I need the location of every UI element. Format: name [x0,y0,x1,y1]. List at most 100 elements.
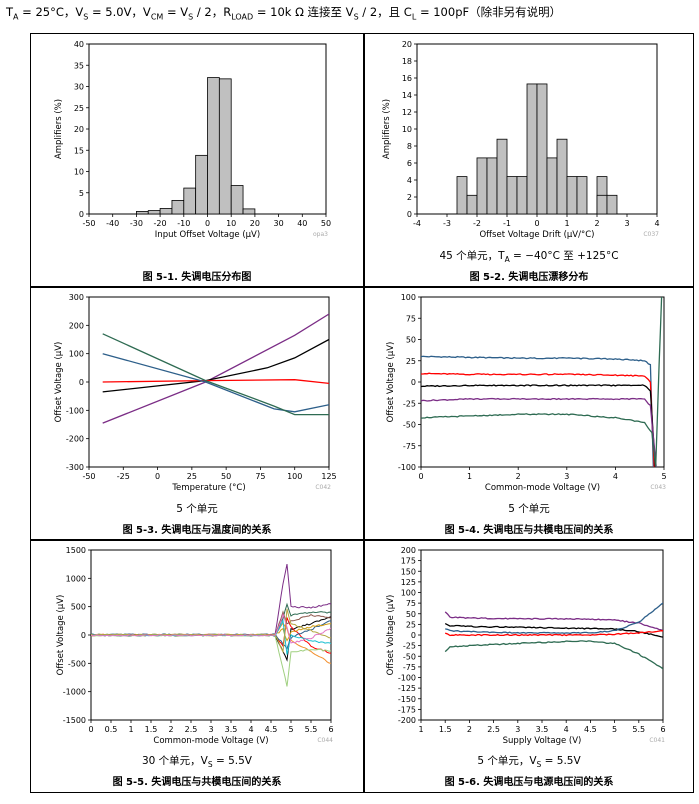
y-tick-label: 2 [407,193,412,202]
x-tick-label: -25 [117,472,130,481]
y-tick-label: -200 [398,716,416,725]
offset-voltage-distribution-chart: 0 5 10 15 20 25 30 35 40 -50 -40 -30 -20 -10 0 10 20 30 40… [54,40,331,240]
series-line [91,610,331,637]
histogram-bar [242,208,256,215]
figure-code: opa3 [313,231,328,238]
histogram-bar [183,187,197,215]
series-line [102,379,329,385]
histogram-bar [476,157,488,215]
x-tick-label: -20 [154,219,167,228]
y-tick-label: 200 [401,546,416,555]
x-tick-label: 125 [321,472,336,481]
x-tick-label: 25 [187,472,197,481]
y-tick-label: -25 [403,399,416,408]
x-tick-label: -10 [177,219,190,228]
x-tick-label: 5.5 [305,725,318,734]
figure-note: 5 个单元 [176,503,218,515]
y-axis-label: Amplifiers (%) [54,99,64,159]
y-tick-label: 20 [402,40,412,49]
x-tick-label: 75 [255,472,265,481]
histogram-bar [218,78,232,215]
x-tick-label: 4.5 [584,725,597,734]
histogram-bar [496,138,508,215]
figure-panel-6: -200 -175 -150 -125 -100 -75 -50 -25 0 25 50 75 100 1… [364,540,694,793]
offset-vs-common-mode-chart: -100 -75 -50 -25 0 25 50 75 100 0 1 2 3 4 5 Common-mode… [386,293,667,493]
figure-caption: 图 5-4. 失调电压与共模电压间的关系 [444,525,614,536]
series-line [421,397,657,467]
y-tick-label: 0 [407,210,412,219]
x-tick-label: 0 [155,472,160,481]
y-axis-label: Offset Voltage (µV) [56,595,66,676]
x-tick-label: 3 [624,219,629,228]
histogram-bar [506,176,518,215]
x-tick-label: 2.5 [185,725,198,734]
y-axis-label: Amplifiers (%) [382,99,392,159]
series-line [91,612,331,644]
y-tick-label: 0 [79,210,84,219]
histogram-bar [606,194,618,215]
figure-note: 45 个单元，TA = −40°C 至 +125°C [439,250,619,265]
y-tick-label: 10 [74,168,84,177]
histogram-bar [546,157,558,215]
x-axis-label: Input Offset Voltage (µV) [155,230,260,240]
y-tick-label: 35 [74,61,84,70]
series-line [91,623,331,642]
series-line [91,616,331,662]
y-tick-label: 14 [402,91,412,100]
y-tick-label: 6 [407,159,412,168]
x-tick-label: 1.5 [439,725,452,734]
figure-panel-2: 0 2 4 6 8 10 12 14 16 18 20 -4 -3 -2 -1 0 1 2 3 4 Offset Vol… [364,33,694,287]
histogram-bar [159,208,173,215]
series-line [445,602,663,635]
figure-code: C042 [315,484,331,491]
x-tick-label: 3 [564,472,569,481]
y-tick-label: 25 [406,357,416,366]
x-tick-label: 4 [248,725,253,734]
series-line [444,640,663,670]
series-line [102,313,329,424]
x-tick-label: 0 [88,725,93,734]
histogram-bar [556,138,568,215]
x-tick-label: 3.5 [536,725,549,734]
x-tick-label: 0 [534,219,539,228]
histogram-bar [536,83,548,215]
offset-vs-temperature-chart: -300 -200 -100 0 100 200 300 -50 -25 0 25 50 75 100 12… [54,293,337,493]
series-line [91,618,331,655]
histogram-bar [566,176,578,215]
x-axis-label: Supply Voltage (V) [503,736,582,746]
y-tick-label: -50 [403,421,416,430]
histogram-bar [195,154,208,215]
x-tick-label: 20 [250,219,260,228]
x-tick-label: 4 [613,472,618,481]
series-line [421,355,654,467]
x-tick-label: 0.5 [105,725,118,734]
offset-vs-common-mode-30-units-chart: -1500 -1000 -500 0 500 1000 1500 0 0.5 1 1.5 2 2.5 3 3… [56,546,334,746]
x-tick-label: -30 [130,219,143,228]
y-tick-label: 0 [411,378,416,387]
x-tick-label: 100 [287,472,302,481]
figure-caption: 图 5-3. 失调电压与温度间的关系 [122,525,272,536]
y-tick-label: 15 [74,146,84,155]
histogram-bar [147,210,161,215]
y-tick-label: -100 [398,674,416,683]
x-tick-label: 1.5 [145,725,158,734]
x-tick-label: 4.5 [265,725,278,734]
histogram-bar [486,157,498,215]
x-tick-label: 3.5 [225,725,238,734]
y-tick-label: -175 [398,705,416,714]
x-tick-label: 40 [297,219,307,228]
figure-caption: 图 5-6. 失调电压与电源电压间的关系 [444,777,614,788]
x-tick-label: 50 [321,219,331,228]
y-tick-label: -25 [403,642,416,651]
figure-note: 5 个单元 [508,503,550,515]
x-tick-label: -50 [82,219,95,228]
figure-code: C043 [650,484,666,491]
x-tick-label: -3 [443,219,451,228]
x-tick-label: 0 [205,219,210,228]
figure-panel-3: -300 -200 -100 0 100 200 300 -50 -25 0 25 50 75 100 12… [30,287,364,540]
x-tick-label: 2 [168,725,173,734]
y-tick-label: 0 [411,631,416,640]
figure-note: 30 个单元，VS = 5.5V [141,755,252,770]
figure-caption: 图 5-2. 失调电压漂移分布 [469,272,589,283]
